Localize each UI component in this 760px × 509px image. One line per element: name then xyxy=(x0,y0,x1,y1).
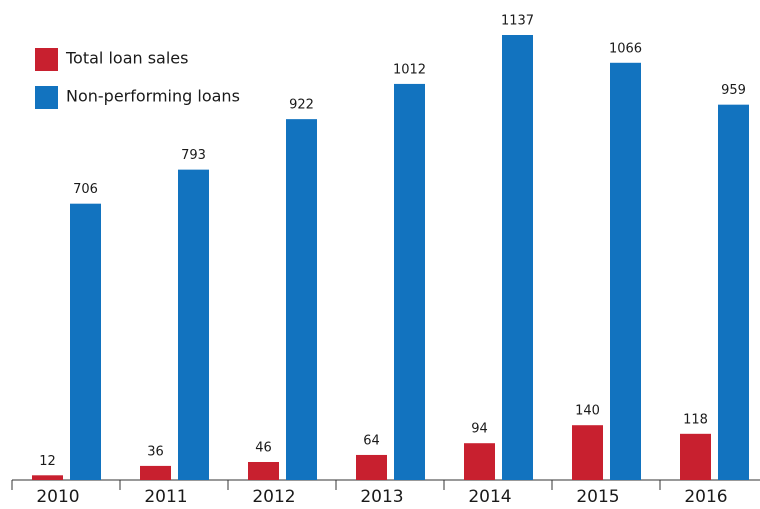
bar xyxy=(178,169,209,480)
value-label: 94 xyxy=(471,422,488,437)
value-label: 64 xyxy=(363,433,380,448)
bar xyxy=(32,475,63,480)
legend-label: Total loan sales xyxy=(65,49,188,68)
value-label: 140 xyxy=(575,404,600,419)
value-label: 706 xyxy=(73,182,98,197)
bar xyxy=(248,461,279,480)
legend-swatch xyxy=(35,86,58,109)
bar xyxy=(718,104,749,481)
value-label: 118 xyxy=(683,412,708,427)
x-tick-label: 2014 xyxy=(468,487,511,507)
bar xyxy=(572,425,603,480)
value-label: 46 xyxy=(255,440,272,455)
value-label: 959 xyxy=(721,83,746,98)
x-tick-label: 2012 xyxy=(252,487,295,507)
bar xyxy=(70,203,101,481)
legend-swatch xyxy=(35,48,58,71)
legend-label: Non-performing loans xyxy=(66,87,240,106)
bar xyxy=(610,62,641,481)
value-label: 12 xyxy=(39,454,56,469)
x-tick-label: 2013 xyxy=(360,487,403,507)
bar xyxy=(464,443,495,480)
x-tick-label: 2016 xyxy=(684,487,727,507)
bar xyxy=(394,83,425,480)
value-label: 793 xyxy=(181,148,206,163)
x-tick-label: 2015 xyxy=(576,487,619,507)
bar xyxy=(286,119,317,480)
bar xyxy=(502,35,533,480)
value-label: 36 xyxy=(147,444,164,459)
bar xyxy=(680,433,711,480)
bar xyxy=(356,454,387,480)
value-label: 922 xyxy=(289,98,314,113)
value-label: 1066 xyxy=(609,41,642,56)
value-label: 1137 xyxy=(501,14,534,29)
bar xyxy=(140,465,171,480)
x-tick-label: 2010 xyxy=(36,487,79,507)
value-label: 1012 xyxy=(393,62,426,77)
x-tick-label: 2011 xyxy=(144,487,187,507)
